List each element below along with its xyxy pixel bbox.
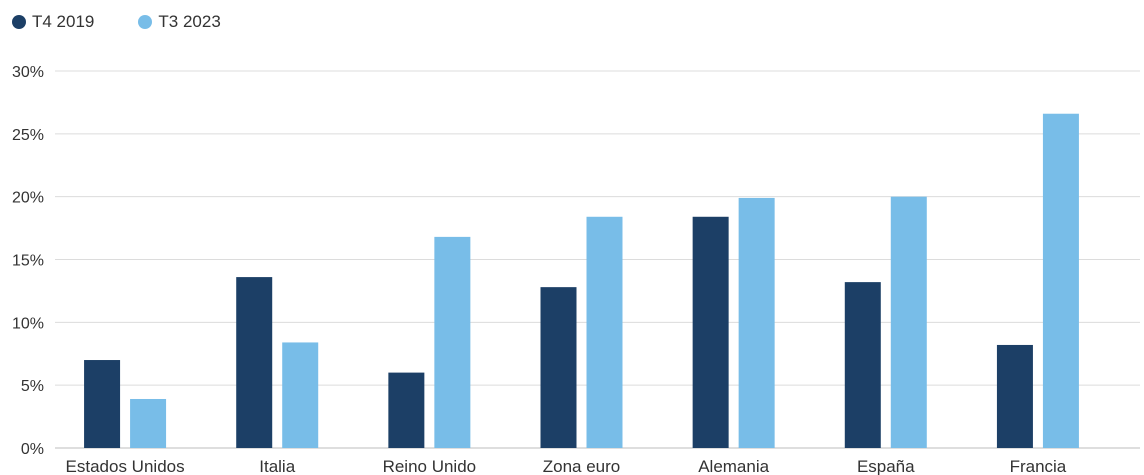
bar-t4-2019-0 <box>84 360 121 448</box>
x-tick-label-5: España <box>857 457 915 475</box>
bar-t3-2023-3 <box>586 216 623 448</box>
y-tick-label-20: 20% <box>12 190 44 207</box>
y-tick-label-30: 30% <box>12 64 44 81</box>
legend-label-t3-2023: T3 2023 <box>158 12 221 31</box>
bar-t3-2023-0 <box>130 398 167 448</box>
bar-t4-2019-3 <box>540 287 577 448</box>
y-tick-label-5: 5% <box>21 378 44 395</box>
legend-item-t3-2023: T3 2023 <box>138 12 221 32</box>
y-tick-label-15: 15% <box>12 253 44 270</box>
bar-t3-2023-6 <box>1042 113 1079 448</box>
bar-t3-2023-5 <box>890 196 927 448</box>
x-tick-label-3: Zona euro <box>543 457 621 475</box>
bar-t4-2019-5 <box>844 282 881 448</box>
y-tick-label-0: 0% <box>21 441 44 458</box>
bar-t3-2023-1 <box>282 342 319 448</box>
bar-t4-2019-6 <box>996 344 1033 448</box>
bar-t4-2019-1 <box>236 277 273 448</box>
bar-t3-2023-2 <box>434 236 471 448</box>
bar-t3-2023-4 <box>738 197 775 448</box>
legend-swatch-t3-2023 <box>138 15 153 29</box>
legend: T4 2019 T3 2023 <box>12 12 221 32</box>
legend-swatch-t4-2019 <box>12 15 26 29</box>
y-tick-label-10: 10% <box>12 315 44 332</box>
x-tick-label-1: Italia <box>259 457 295 475</box>
legend-item-t4-2019: T4 2019 <box>12 12 94 32</box>
x-tick-label-0: Estados Unidos <box>66 457 185 475</box>
y-tick-label-25: 25% <box>12 127 44 144</box>
bar-t4-2019-2 <box>388 372 425 448</box>
legend-label-t4-2019: T4 2019 <box>32 12 95 31</box>
bar-t4-2019-4 <box>692 216 729 448</box>
x-tick-label-2: Reino Unido <box>383 457 477 475</box>
x-tick-label-6: Francia <box>1010 457 1067 475</box>
x-tick-label-4: Alemania <box>698 457 769 475</box>
